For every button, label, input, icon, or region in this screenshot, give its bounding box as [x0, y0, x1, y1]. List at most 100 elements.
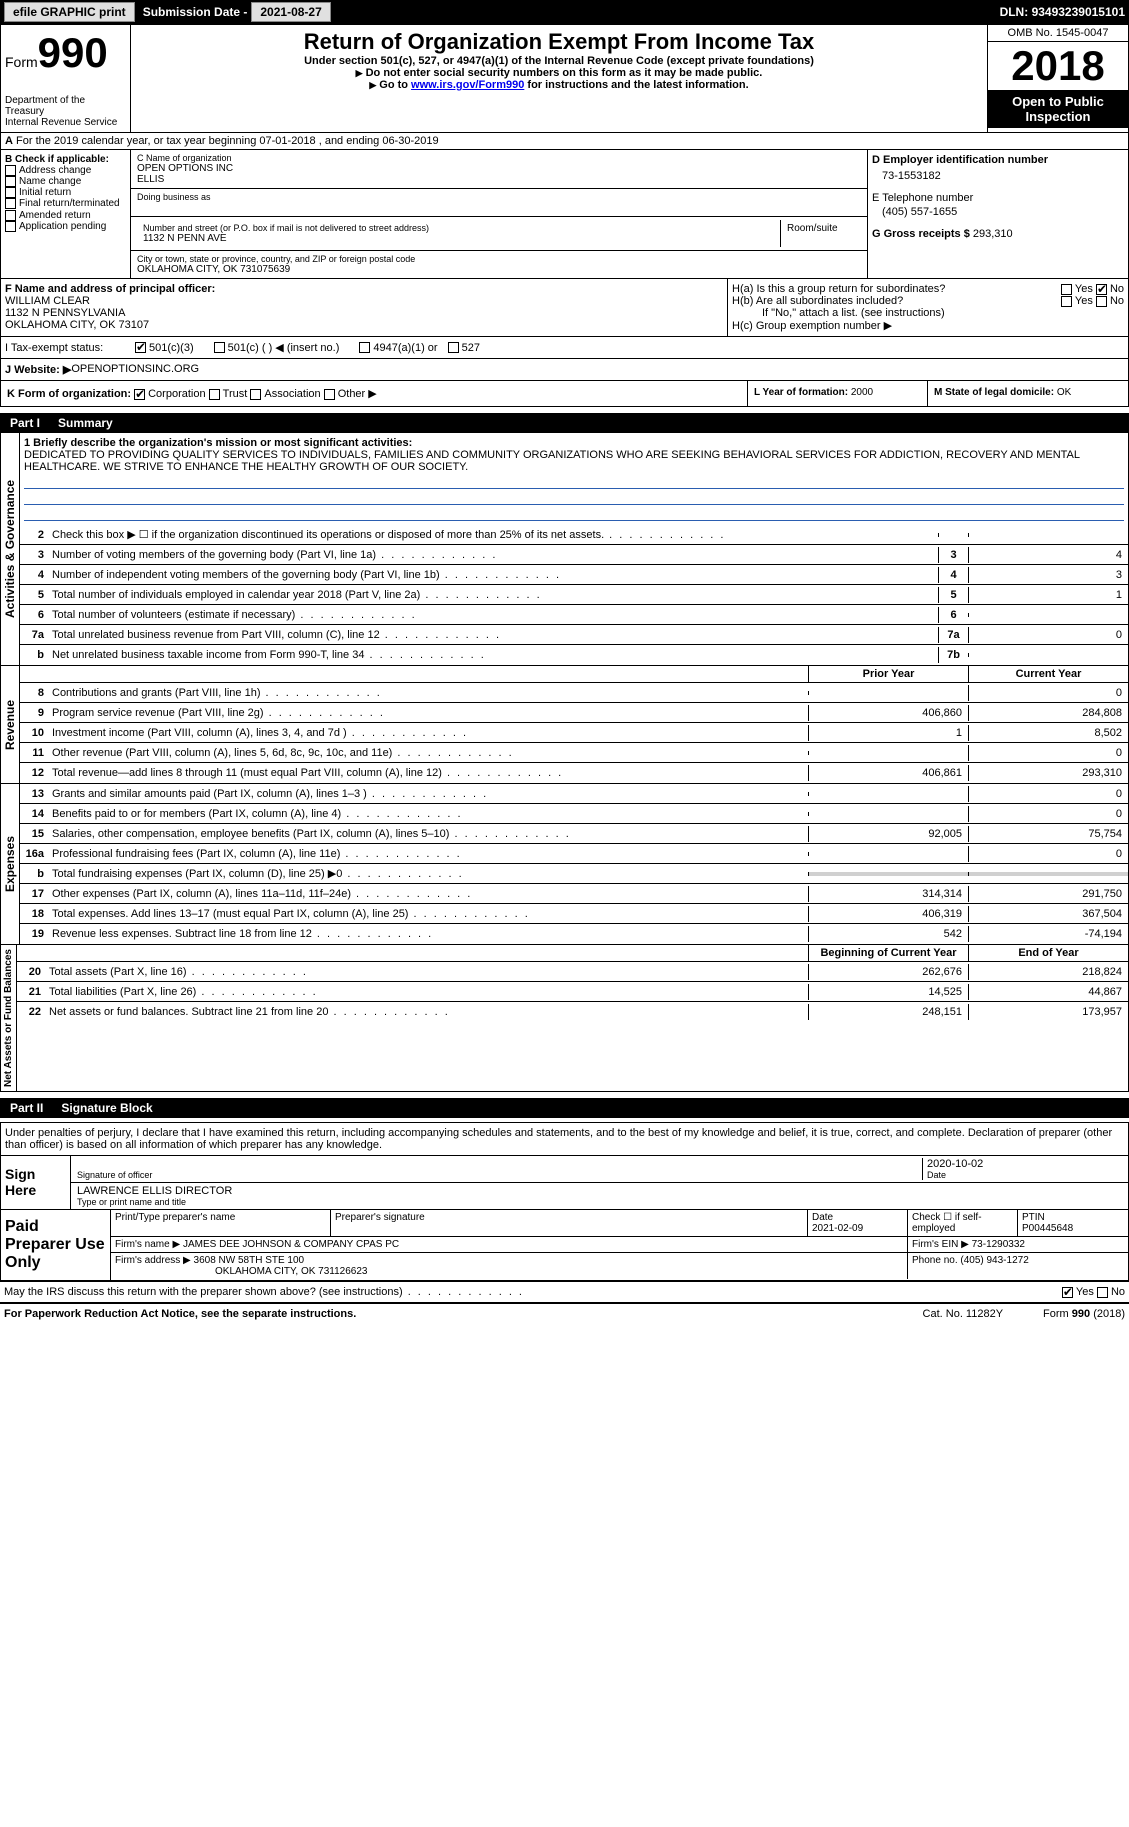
data-row: 21Total liabilities (Part X, line 26)14,…	[17, 982, 1128, 1002]
data-row: 8Contributions and grants (Part VIII, li…	[20, 683, 1128, 703]
chk-other[interactable]	[324, 389, 335, 400]
self-employed-check: Check ☐ if self-employed	[908, 1210, 1018, 1236]
netassets-section: Net Assets or Fund Balances Beginning of…	[0, 945, 1129, 1092]
ptin-label: PTIN	[1022, 1212, 1045, 1223]
omb-number: OMB No. 1545-0047	[988, 25, 1128, 42]
submission-date-label: Submission Date -	[143, 5, 248, 19]
tax-year: 2018	[988, 42, 1128, 90]
top-bar: efile GRAPHIC print Submission Date - 20…	[0, 0, 1129, 24]
printed-name-label: Type or print name and title	[77, 1197, 1122, 1207]
part1-tab: Part I	[0, 413, 50, 433]
governance-section: Activities & Governance 1 Briefly descri…	[0, 433, 1129, 666]
firm-ein: 73-1290332	[972, 1239, 1025, 1250]
prior-year-header: Prior Year	[808, 666, 968, 682]
discuss-yes[interactable]	[1062, 1287, 1073, 1298]
mission-block: 1 Briefly describe the organization's mi…	[20, 433, 1128, 525]
form-title: Return of Organization Exempt From Incom…	[135, 29, 983, 55]
goto-pre: Go to	[379, 79, 411, 91]
sig-date: 2020-10-02	[927, 1158, 1122, 1170]
entity-block: B Check if applicable: Address change Na…	[0, 150, 1129, 279]
pra-notice: For Paperwork Reduction Act Notice, see …	[4, 1308, 356, 1320]
box-h: H(a) Is this a group return for subordin…	[728, 279, 1128, 336]
chk-final-return[interactable]	[5, 198, 16, 209]
ha-yes[interactable]	[1061, 284, 1072, 295]
officer-printed-name: LAWRENCE ELLIS DIRECTOR	[77, 1185, 1122, 1197]
submission-date-button[interactable]: 2021-08-27	[251, 2, 330, 22]
discuss-no[interactable]	[1097, 1287, 1108, 1298]
city-state-zip: OKLAHOMA CITY, OK 731075639	[137, 264, 861, 275]
expenses-section: Expenses 13Grants and similar amounts pa…	[0, 784, 1129, 945]
current-year-header: Current Year	[968, 666, 1128, 682]
chk-name-change[interactable]	[5, 176, 16, 187]
begin-year-header: Beginning of Current Year	[808, 945, 968, 961]
box-j: J Website: ▶ OPENOPTIONSINC.ORG	[0, 359, 1129, 381]
chk-initial-return[interactable]	[5, 187, 16, 198]
form-header: Form990 Department of the Treasury Inter…	[0, 24, 1129, 133]
year-formation-label: L Year of formation:	[754, 387, 851, 398]
chk-amended-return[interactable]	[5, 210, 16, 221]
ptin-value: P00445648	[1022, 1223, 1073, 1234]
org-name: OPEN OPTIONS INC ELLIS	[137, 163, 861, 185]
chk-501c3[interactable]	[135, 342, 146, 353]
footer-row: For Paperwork Reduction Act Notice, see …	[0, 1302, 1129, 1324]
dept-treasury: Department of the Treasury Internal Reve…	[5, 95, 126, 128]
firm-city: OKLAHOMA CITY, OK 731126623	[115, 1266, 368, 1277]
gov-row: bNet unrelated business taxable income f…	[20, 645, 1128, 665]
vlabel-governance: Activities & Governance	[1, 433, 20, 665]
form-label: Form	[5, 54, 38, 70]
firm-addr-label: Firm's address ▶	[115, 1255, 191, 1266]
chk-trust[interactable]	[209, 389, 220, 400]
signature-block: Under penalties of perjury, I declare th…	[0, 1122, 1129, 1281]
efile-print-button[interactable]: efile GRAPHIC print	[4, 2, 135, 22]
hc-label: H(c) Group exemption number ▶	[732, 319, 1124, 332]
gov-row: 6Total number of volunteers (estimate if…	[20, 605, 1128, 625]
data-row: 22Net assets or fund balances. Subtract …	[17, 1002, 1128, 1022]
data-row: 20Total assets (Part X, line 16)262,6762…	[17, 962, 1128, 982]
gov-row: 4Number of independent voting members of…	[20, 565, 1128, 585]
firm-phone-label: Phone no.	[912, 1255, 960, 1266]
gov-row: 7aTotal unrelated business revenue from …	[20, 625, 1128, 645]
part2-tab: Part II	[0, 1098, 53, 1118]
data-row: 11Other revenue (Part VIII, column (A), …	[20, 743, 1128, 763]
website-value: OPENOPTIONSINC.ORG	[71, 363, 199, 376]
phone-value: (405) 557-1655	[882, 206, 1124, 218]
data-row: 15Salaries, other compensation, employee…	[20, 824, 1128, 844]
mission-question: 1 Briefly describe the organization's mi…	[24, 437, 1124, 449]
no-ssn-note: Do not enter social security numbers on …	[135, 67, 983, 79]
end-year-header: End of Year	[968, 945, 1128, 961]
box-b-label: B Check if applicable:	[5, 154, 126, 165]
box-klm: K Form of organization: Corporation Trus…	[0, 381, 1129, 407]
ha-no[interactable]	[1096, 284, 1107, 295]
gov-row: 2Check this box ▶ ☐ if the organization …	[20, 525, 1128, 545]
box-f: F Name and address of principal officer:…	[1, 279, 728, 336]
discuss-question: May the IRS discuss this return with the…	[4, 1286, 524, 1298]
hb-yes[interactable]	[1061, 296, 1072, 307]
chk-application-pending[interactable]	[5, 221, 16, 232]
chk-501c[interactable]	[214, 342, 225, 353]
street-address: 1132 N PENN AVE	[143, 233, 774, 244]
vlabel-expenses: Expenses	[1, 784, 20, 944]
form-footer: Form 990 (2018)	[1043, 1308, 1125, 1320]
data-row: 16aProfessional fundraising fees (Part I…	[20, 844, 1128, 864]
sig-officer-label: Signature of officer	[77, 1170, 922, 1180]
hb-no[interactable]	[1096, 296, 1107, 307]
ein-label: D Employer identification number	[872, 154, 1124, 166]
phone-label: E Telephone number	[872, 192, 1124, 204]
chk-527[interactable]	[448, 342, 459, 353]
irs-link[interactable]: www.irs.gov/Form990	[411, 79, 524, 91]
website-label: J Website: ▶	[5, 363, 71, 376]
hb-label: H(b) Are all subordinates included?	[732, 295, 903, 307]
prep-date: 2021-02-09	[812, 1223, 863, 1234]
chk-assoc[interactable]	[250, 389, 261, 400]
chk-4947[interactable]	[359, 342, 370, 353]
mission-text: DEDICATED TO PROVIDING QUALITY SERVICES …	[24, 449, 1124, 473]
hb-note: If "No," attach a list. (see instruction…	[732, 307, 1124, 319]
chk-corp[interactable]	[134, 389, 145, 400]
chk-address-change[interactable]	[5, 165, 16, 176]
sign-here-label: Sign Here	[1, 1156, 71, 1209]
firm-name: JAMES DEE JOHNSON & COMPANY CPAS PC	[183, 1239, 399, 1250]
paid-preparer-label: Paid Preparer Use Only	[1, 1210, 111, 1280]
tax-status-label: I Tax-exempt status:	[5, 342, 135, 354]
officer-group-block: F Name and address of principal officer:…	[0, 279, 1129, 337]
data-row: 17Other expenses (Part IX, column (A), l…	[20, 884, 1128, 904]
